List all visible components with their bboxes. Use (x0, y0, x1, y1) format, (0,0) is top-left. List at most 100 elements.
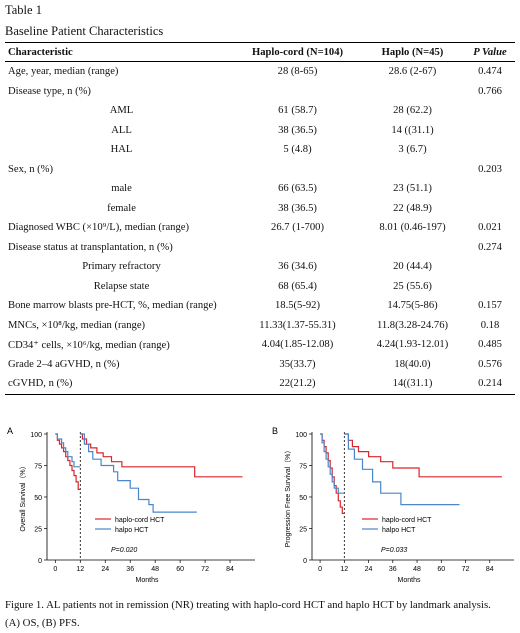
x-tick-label: 0 (53, 566, 57, 573)
row-label: Primary refractory (82, 261, 161, 273)
table-row: MNCs, ×10⁸/kg, median (range) 11.33(1.37-… (5, 316, 515, 336)
x-tick-label: 48 (151, 566, 159, 573)
col-header-haplo-cord: Haplo-cord (N=104) (235, 42, 360, 62)
km-curve-haplo (344, 433, 460, 506)
table-row: ALL 38 (36.5) 14 ((31.1) (5, 121, 515, 141)
col-header-p-value: P Value (465, 42, 515, 62)
row-label: Bone marrow blasts pre-HCT, %, median (r… (8, 300, 217, 312)
table-row: HAL 5 (4.8) 3 (6.7) (5, 140, 515, 160)
row-label: female (107, 202, 136, 214)
table-row: Relapse state 68 (65.4) 25 (55.6) (5, 277, 515, 297)
cell-haplo: 11.8(3.28-24.76) (376, 319, 449, 331)
x-tick-label: 24 (365, 566, 373, 573)
table-row: Grade 2–4 aGVHD, n (%) 35(33.7) 18(40.0) 0.… (5, 355, 515, 375)
row-label: HAL (110, 144, 133, 156)
y-tick-label: 75 (34, 464, 42, 471)
cell-p-value: 0.766 (478, 85, 502, 97)
cell-haplo: 14.75(5-86) (387, 300, 438, 312)
legend-label: haplo-cord HCT (115, 517, 165, 524)
row-label: male (111, 183, 132, 195)
km-curve-haplo-cord (344, 433, 502, 478)
table-row: AML 61 (58.7) 28 (62.2) (5, 101, 515, 121)
figure-caption: Figure 1. AL patients not in remission (… (5, 596, 517, 632)
cell-haplo-cord: 35(33.7) (279, 358, 316, 370)
cell-p-value (465, 199, 515, 219)
chart-os: A 0 25 50 75 100 0 12 24 36 48 60 72 84 Months Overall … (7, 426, 255, 584)
x-tick-label: 36 (126, 566, 134, 573)
cell-haplo-cord (235, 82, 360, 102)
cell-p-value: 0.157 (478, 300, 502, 312)
cell-haplo-cord: 38 (36.5) (278, 124, 317, 136)
p-value-annotation: P=0.020 (111, 547, 137, 554)
y-tick-label: 100 (30, 432, 42, 439)
table-number: Table 1 (5, 3, 42, 17)
cell-haplo-cord: 36 (34.6) (278, 261, 317, 273)
row-label: Disease status at transplantation, n (%) (8, 241, 173, 253)
cell-haplo (360, 160, 465, 180)
x-axis-title: Months (398, 577, 421, 584)
table-row: Age, year, median (range) 28 (8-65) 28.6 (… (5, 62, 515, 82)
cell-haplo: 14((31.1) (360, 374, 465, 395)
cell-haplo-cord: 11.33(1.37-55.31) (259, 319, 336, 331)
y-tick-label: 0 (38, 558, 42, 565)
y-tick-label: 50 (34, 495, 42, 502)
cell-p-value (465, 179, 515, 199)
chart-pfs: B 0 25 50 75 100 0 12 24 36 48 60 72 84 Months Progress… (272, 426, 514, 584)
y-tick-label: 100 (295, 432, 307, 439)
cell-p-value: 0.274 (478, 241, 502, 253)
cell-p-value (465, 277, 515, 297)
km-curve-haplo (55, 433, 81, 468)
cell-p-value: 0.214 (465, 374, 515, 395)
cell-haplo: 18(40.0) (394, 358, 431, 370)
cell-p-value (465, 140, 515, 160)
cell-haplo: 4.24(1.93-12.01) (376, 339, 449, 351)
legend-label: haplo-cord HCT (382, 517, 432, 524)
x-tick-label: 24 (101, 566, 109, 573)
legend-label: halpo HCT (382, 527, 416, 534)
x-tick-label: 72 (201, 566, 209, 573)
y-tick-label: 0 (303, 558, 307, 565)
cell-haplo-cord: 26.7 (1-700) (271, 222, 324, 234)
col-header-haplo: Haplo (N=45) (360, 42, 465, 62)
cell-p-value: 0.474 (478, 66, 502, 78)
row-label: AML (109, 105, 134, 117)
cell-haplo: 8.01 (0.46-197) (379, 222, 446, 234)
x-tick-label: 48 (413, 566, 421, 573)
row-label: Age, year, median (range) (8, 66, 119, 78)
x-tick-label: 60 (437, 566, 445, 573)
panel-label: A (7, 426, 13, 436)
cell-haplo: 14 ((31.1) (391, 124, 434, 136)
y-tick-label: 50 (299, 495, 307, 502)
table-row: male 66 (63.5) 23 (51.1) (5, 179, 515, 199)
km-curve-haplo-cord (80, 433, 243, 478)
cell-p-value (465, 101, 515, 121)
cell-p-value (465, 121, 515, 141)
row-label: cGVHD, n (%) (5, 374, 235, 395)
x-tick-label: 0 (318, 566, 322, 573)
y-tick-label: 25 (34, 527, 42, 534)
table-row: Bone marrow blasts pre-HCT, %, median (r… (5, 296, 515, 316)
x-tick-label: 36 (389, 566, 397, 573)
cell-haplo: 28.6 (2-67) (388, 66, 437, 78)
col-header-characteristic: Characteristic (5, 42, 235, 62)
cell-p-value (465, 257, 515, 277)
legend-label: halpo HCT (115, 527, 149, 534)
table-row: Disease status at transplantation, n (%)… (5, 238, 515, 258)
y-axis-title: Overall Survival（%） (19, 462, 27, 531)
panel-label: B (272, 426, 278, 436)
cell-haplo (360, 82, 465, 102)
row-label: Disease type, n (%) (8, 85, 91, 97)
cell-haplo-cord (235, 238, 360, 258)
baseline-table: Characteristic Haplo-cord (N=104) Haplo … (5, 42, 515, 395)
p-value-annotation: P=0.033 (381, 547, 407, 554)
table-row: female 38 (36.5) 22 (48.9) (5, 199, 515, 219)
x-tick-label: 84 (226, 566, 234, 573)
x-axis-title: Months (136, 577, 159, 584)
figure-caption-line-2: (A) OS, (B) PFS. (5, 617, 80, 629)
cell-p-value: 0.18 (480, 319, 500, 331)
table-title: Baseline Patient Characteristics (5, 24, 164, 38)
row-label: ALL (111, 124, 132, 136)
table-header-row: Characteristic Haplo-cord (N=104) Haplo … (5, 42, 515, 62)
cell-p-value: 0.021 (478, 222, 502, 234)
table-row: Sex, n (%) 0.203 (5, 160, 515, 180)
